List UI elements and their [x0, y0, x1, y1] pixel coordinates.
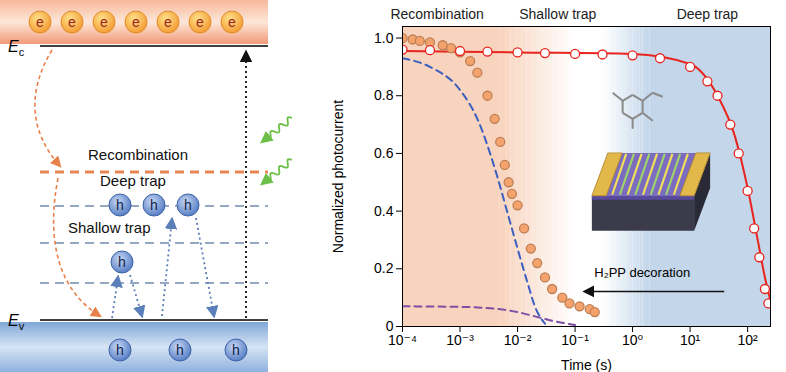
svg-text:Recombination: Recombination — [88, 146, 188, 163]
svg-text:h: h — [176, 342, 184, 358]
svg-text:10⁻³: 10⁻³ — [446, 332, 474, 348]
svg-text:Deep trap: Deep trap — [677, 6, 739, 22]
svg-text:10⁻¹: 10⁻¹ — [561, 332, 589, 348]
svg-text:h: h — [150, 197, 158, 213]
svg-text:e: e — [68, 14, 76, 30]
svg-text:10⁰: 10⁰ — [622, 332, 644, 348]
svg-text:e: e — [196, 14, 204, 30]
svg-text:e: e — [164, 14, 172, 30]
svg-text:10¹: 10¹ — [680, 332, 701, 348]
svg-text:e: e — [100, 14, 108, 30]
svg-text:Shallow trap: Shallow trap — [68, 219, 151, 236]
svg-text:e: e — [228, 14, 236, 30]
svg-text:Ec: Ec — [8, 38, 25, 58]
svg-text:h: h — [184, 197, 192, 213]
svg-text:0.2: 0.2 — [374, 260, 394, 276]
svg-text:10⁻²: 10⁻² — [504, 332, 532, 348]
svg-text:H₂PP decoration: H₂PP decoration — [594, 265, 690, 280]
svg-text:Time (s): Time (s) — [561, 357, 612, 372]
svg-text:Normalized photocurrent: Normalized photocurrent — [330, 100, 346, 253]
svg-text:0.4: 0.4 — [374, 203, 394, 219]
svg-text:0.8: 0.8 — [374, 87, 394, 103]
svg-text:h: h — [118, 254, 126, 270]
svg-text:0.6: 0.6 — [374, 145, 394, 161]
svg-text:Recombination: Recombination — [390, 6, 483, 22]
svg-text:0: 0 — [385, 318, 394, 334]
svg-text:10²: 10² — [737, 332, 758, 348]
svg-text:e: e — [36, 14, 44, 30]
svg-text:10⁻⁴: 10⁻⁴ — [388, 332, 417, 348]
svg-text:h: h — [232, 342, 240, 358]
svg-text:h: h — [116, 342, 124, 358]
svg-text:1.0: 1.0 — [374, 30, 394, 46]
svg-text:h: h — [116, 197, 124, 213]
svg-text:Shallow trap: Shallow trap — [519, 6, 596, 22]
svg-text:Ev: Ev — [8, 312, 25, 332]
svg-text:Deep trap: Deep trap — [100, 172, 166, 189]
svg-text:e: e — [132, 14, 140, 30]
